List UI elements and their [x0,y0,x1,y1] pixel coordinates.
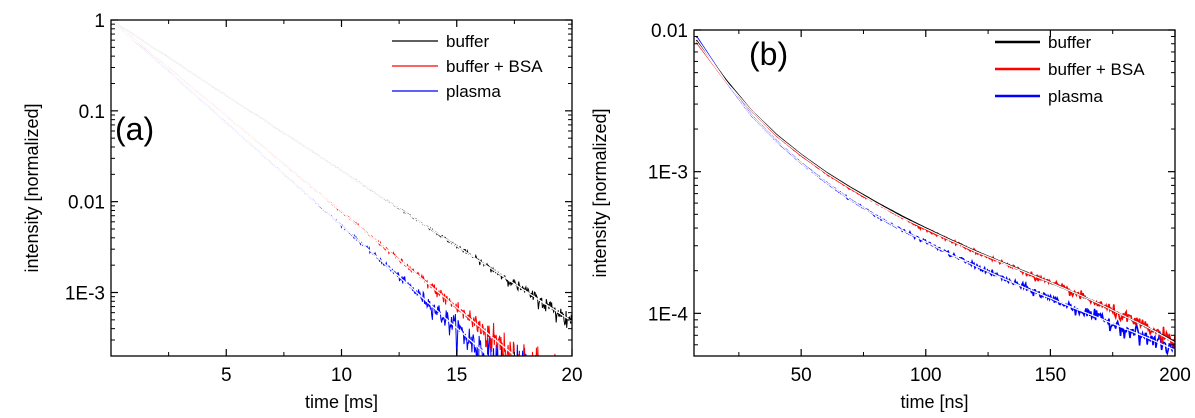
y-tick-label: 1 [94,11,105,32]
x-axis-label: time [ms] [305,392,378,412]
plot-area [111,20,572,356]
plot-frame [693,29,1176,357]
legend-label: plasma [1048,87,1103,106]
chart-panel-1: 50 100 150 200 0.01 1E-3 1E-4 time [ns] intensit… [590,21,1191,412]
legend-label: plasma [446,82,501,101]
y-tick-label: 0.01 [68,193,105,214]
x-axis-label: time [ns] [900,392,968,412]
panel-label: (a) [115,111,154,147]
y-tick-label: 1E-3 [65,284,105,305]
fit-line-0 [111,20,572,323]
fit-line-1 [111,20,516,356]
panel-label: (b) [749,36,788,72]
legend-label: buffer + BSA [1048,60,1145,79]
x-tick-label: 20 [561,365,582,386]
fit-line-1 [696,37,1175,351]
x-tick-label: 10 [331,365,352,386]
fit-line-0 [696,41,1175,344]
y-axis-label: intensity [normalized] [590,108,610,277]
x-tick-label: 15 [446,365,467,386]
plot-area [695,36,1175,356]
y-tick-label: 0.01 [651,21,688,42]
fit-line-2 [111,20,489,356]
x-tick-label: 100 [910,365,942,386]
y-tick-label: 0.1 [79,102,105,123]
x-tick-label: 5 [221,365,232,386]
y-tick-label: 1E-4 [648,304,689,325]
legend-label: buffer [446,32,490,51]
x-tick-label: 150 [1035,365,1067,386]
y-tick-label: 1E-3 [648,163,688,184]
x-tick-label: 200 [1159,365,1191,386]
series-line-1 [695,41,1175,347]
chart-panel-0: 5 10 15 20 1 0.1 0.01 1E-3 time [ms] intensity [n… [22,11,583,412]
legend-label: buffer [1048,33,1092,52]
x-tick-label: 50 [791,365,812,386]
y-axis-label: intensity [normalized] [22,103,42,272]
legend-label: buffer + BSA [446,57,543,76]
series-line-0 [695,39,1175,343]
